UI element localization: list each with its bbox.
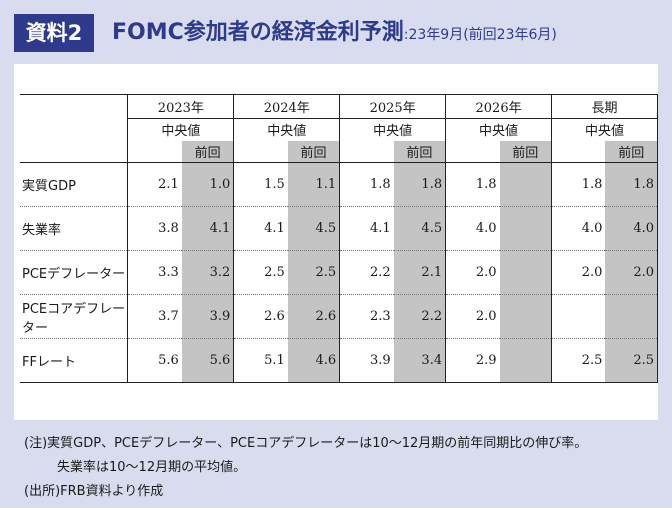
year-header: 2023年	[127, 94, 235, 119]
median-header: 中央値	[233, 118, 341, 141]
previous-header: 前回	[393, 140, 447, 163]
median-value: 2.9	[445, 338, 500, 383]
note-line: 失業率は10～12月期の平均値。	[57, 460, 247, 475]
previous-value: 3.4	[393, 338, 447, 383]
median-value: 4.1	[233, 206, 288, 251]
previous-value	[499, 250, 552, 295]
table-row: PCEデフレーター 3.3 3.2 2.5 2.5 2.2 2.1 2.0 2.0 2.0	[20, 250, 659, 295]
previous-header: 前回	[605, 140, 659, 163]
previous-value: 2.5	[287, 250, 341, 295]
previous-value: 2.2	[393, 294, 447, 339]
median-value: 4.1	[339, 206, 394, 251]
row-label: 失業率	[20, 206, 129, 251]
previous-value	[499, 338, 552, 383]
table-row: PCEコアデフレーター 3.7 3.9 2.6 2.6 2.3 2.2 2.0	[20, 294, 659, 339]
previous-value: 2.6	[287, 294, 341, 339]
header-spacer	[233, 140, 288, 163]
previous-header: 前回	[181, 140, 235, 163]
median-value: 2.0	[551, 250, 606, 295]
row-label: PCEコアデフレーター	[20, 294, 129, 339]
median-value: 2.5	[551, 338, 606, 383]
median-value: 2.1	[127, 162, 182, 207]
notes: (注)実質GDP、PCEデフレーター、PCEコアデフレーターは10～12月期の前…	[24, 432, 587, 504]
median-value: 2.2	[339, 250, 394, 295]
previous-header: 前回	[499, 140, 552, 163]
material-badge: 資料2	[14, 14, 94, 52]
previous-value: 1.8	[605, 162, 659, 207]
median-value	[551, 294, 606, 339]
median-value: 2.3	[339, 294, 394, 339]
median-header-row: 中央値 中央値 中央値 中央値 中央値	[20, 118, 658, 141]
median-value: 2.0	[445, 294, 500, 339]
previous-value	[499, 206, 552, 251]
previous-value: 3.2	[181, 250, 235, 295]
year-header-row: 2023年 2024年 2025年 2026年 長期	[20, 94, 658, 163]
median-value: 1.8	[339, 162, 394, 207]
median-header: 中央値	[551, 118, 658, 141]
forecast-table: 2023年 2024年 2025年 2026年 長期 中央値 中央値 中央値 中…	[20, 94, 659, 383]
previous-value: 4.5	[393, 206, 447, 251]
median-value: 2.6	[233, 294, 288, 339]
median-value: 1.8	[445, 162, 500, 207]
row-label: FFレート	[20, 338, 129, 383]
median-value: 4.0	[551, 206, 606, 251]
median-value: 5.6	[127, 338, 182, 383]
header-spacer	[551, 140, 606, 163]
median-value: 5.1	[233, 338, 288, 383]
year-header: 長期	[551, 94, 658, 119]
header-spacer	[127, 140, 182, 163]
title-subtitle: :23年9月(前回23年6月)	[403, 27, 557, 43]
header-spacer	[445, 140, 500, 163]
table-row: 失業率 3.8 4.1 4.1 4.5 4.1 4.5 4.0 4.0 4.0	[20, 206, 659, 251]
previous-value: 2.1	[393, 250, 447, 295]
previous-value: 2.5	[605, 338, 659, 383]
median-value: 3.7	[127, 294, 182, 339]
note-line: (注)実質GDP、PCEデフレーター、PCEコアデフレーターは10～12月期の前…	[24, 436, 588, 451]
median-value: 3.9	[339, 338, 394, 383]
year-header: 2024年	[233, 94, 341, 119]
year-header: 2026年	[445, 94, 552, 119]
source-line: (出所)FRB資料より作成	[24, 484, 164, 499]
previous-value: 2.0	[605, 250, 659, 295]
previous-value	[499, 294, 552, 339]
median-header: 中央値	[339, 118, 447, 141]
previous-header: 前回	[287, 140, 341, 163]
median-value: 2.5	[233, 250, 288, 295]
page-title: FOMC参加者の経済金利予測:23年9月(前回23年6月)	[112, 16, 557, 52]
median-value: 4.0	[445, 206, 500, 251]
previous-value: 3.9	[181, 294, 235, 339]
median-value: 1.5	[233, 162, 288, 207]
table-row: 実質GDP 2.1 1.0 1.5 1.1 1.8 1.8 1.8 1.8 1.8	[20, 162, 659, 207]
row-label: PCEデフレーター	[20, 250, 129, 295]
median-header: 中央値	[127, 118, 235, 141]
previous-value: 1.0	[181, 162, 235, 207]
previous-value: 4.1	[181, 206, 235, 251]
previous-header-row: 前回 前回 前回 前回 前回	[20, 140, 659, 163]
median-value: 3.3	[127, 250, 182, 295]
previous-value: 4.5	[287, 206, 341, 251]
table-row: FFレート 5.6 5.6 5.1 4.6 3.9 3.4 2.9 2.5 2.5	[20, 338, 659, 383]
previous-value: 4.0	[605, 206, 659, 251]
previous-value	[499, 162, 552, 207]
year-header: 2025年	[339, 94, 447, 119]
median-header: 中央値	[445, 118, 552, 141]
title-text: FOMC参加者の経済金利予測	[112, 20, 404, 45]
row-label: 実質GDP	[20, 162, 129, 207]
corner-cell	[20, 94, 129, 163]
previous-value: 1.1	[287, 162, 341, 207]
header-spacer	[339, 140, 394, 163]
previous-value: 4.6	[287, 338, 341, 383]
table-panel: 2023年 2024年 2025年 2026年 長期 中央値 中央値 中央値 中…	[14, 64, 659, 420]
median-value: 2.0	[445, 250, 500, 295]
previous-value	[605, 294, 659, 339]
median-value: 3.8	[127, 206, 182, 251]
header: 資料2 FOMC参加者の経済金利予測:23年9月(前回23年6月)	[0, 0, 672, 64]
previous-value: 5.6	[181, 338, 235, 383]
median-value: 1.8	[551, 162, 606, 207]
previous-value: 1.8	[393, 162, 447, 207]
